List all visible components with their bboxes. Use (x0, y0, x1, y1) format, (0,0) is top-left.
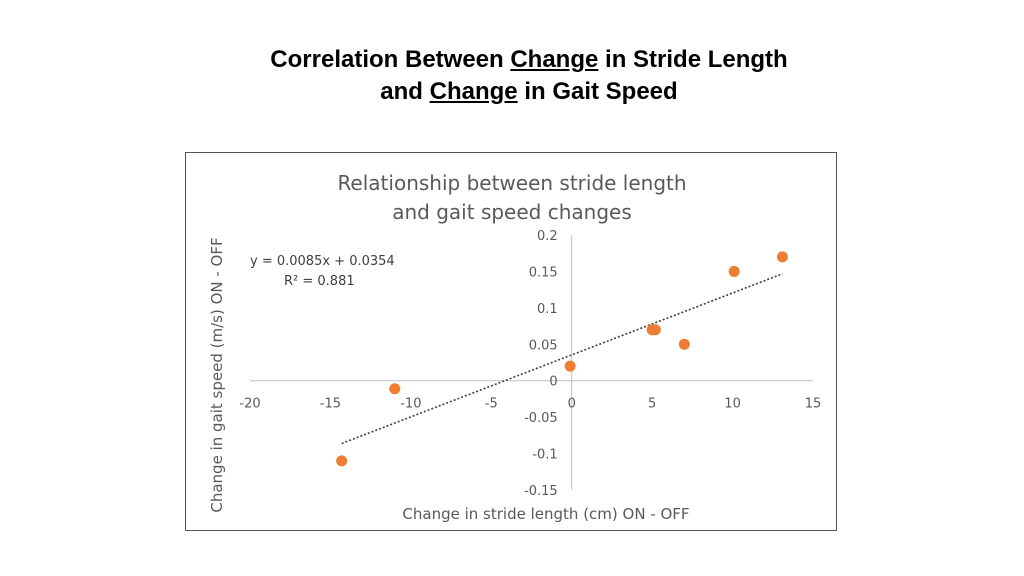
y-tick-label: -0.15 (524, 484, 558, 499)
data-point (776, 251, 788, 263)
x-tick-label: 15 (805, 397, 822, 412)
y-tick-label: 0 (549, 375, 557, 390)
data-point (728, 265, 740, 277)
y-tick-label: -0.1 (532, 448, 557, 463)
x-tick-label: -5 (485, 397, 498, 412)
scatter-chart: -20 -15 -10 -5 0 5 10 15 0.2 0.15 0.1 0.05 0 -0.05 -0.… (239, 229, 822, 499)
x-axis-title: Change in stride length (cm) ON - OFF (402, 505, 690, 523)
y-tick-label: 0.1 (537, 302, 558, 317)
title-underlined-word: Change (429, 78, 518, 105)
chart-title: Relationship between stride length and g… (186, 169, 838, 227)
y-tick-label: 0.15 (529, 265, 558, 280)
title-underlined-word: Change (510, 46, 599, 73)
trendline-equation: y = 0.0085x + 0.0354 (250, 254, 395, 269)
y-axis-title: Change in gait speed (m/s) ON - OFF (208, 237, 226, 513)
y-tick-label: 0.2 (537, 229, 558, 244)
x-tick-label: 0 (568, 397, 576, 412)
slide-title-text: Correlation Between Change in Stride Len… (270, 46, 787, 105)
data-point (649, 324, 661, 336)
chart-title-line-2: and gait speed changes (392, 200, 632, 224)
title-text-part: Correlation Between (270, 46, 511, 73)
x-tick-label: 10 (724, 397, 741, 412)
data-point (336, 455, 348, 467)
title-text-part: in Stride Length (598, 46, 788, 73)
data-point (678, 338, 690, 350)
y-tick-label: 0.05 (529, 338, 558, 353)
x-tick-label: -15 (320, 397, 341, 412)
title-text-part: and (380, 78, 430, 105)
data-point (564, 360, 576, 372)
title-text-part: in Gait Speed (517, 78, 678, 105)
trendline-r-squared: R² = 0.881 (284, 274, 355, 289)
trendline (341, 273, 783, 445)
chart-title-line-1: Relationship between stride length (337, 171, 687, 195)
chart-frame: -20 -15 -10 -5 0 5 10 15 0.2 0.15 0.1 0.05 0 -0.05 -0.… (185, 152, 837, 531)
y-tick-label: -0.05 (524, 411, 558, 426)
x-tick-label: -20 (239, 397, 260, 412)
x-tick-label: -10 (400, 397, 421, 412)
data-point (389, 383, 401, 395)
x-tick-label: 5 (648, 397, 656, 412)
slide-title: Correlation Between Change in Stride Len… (0, 44, 1024, 108)
